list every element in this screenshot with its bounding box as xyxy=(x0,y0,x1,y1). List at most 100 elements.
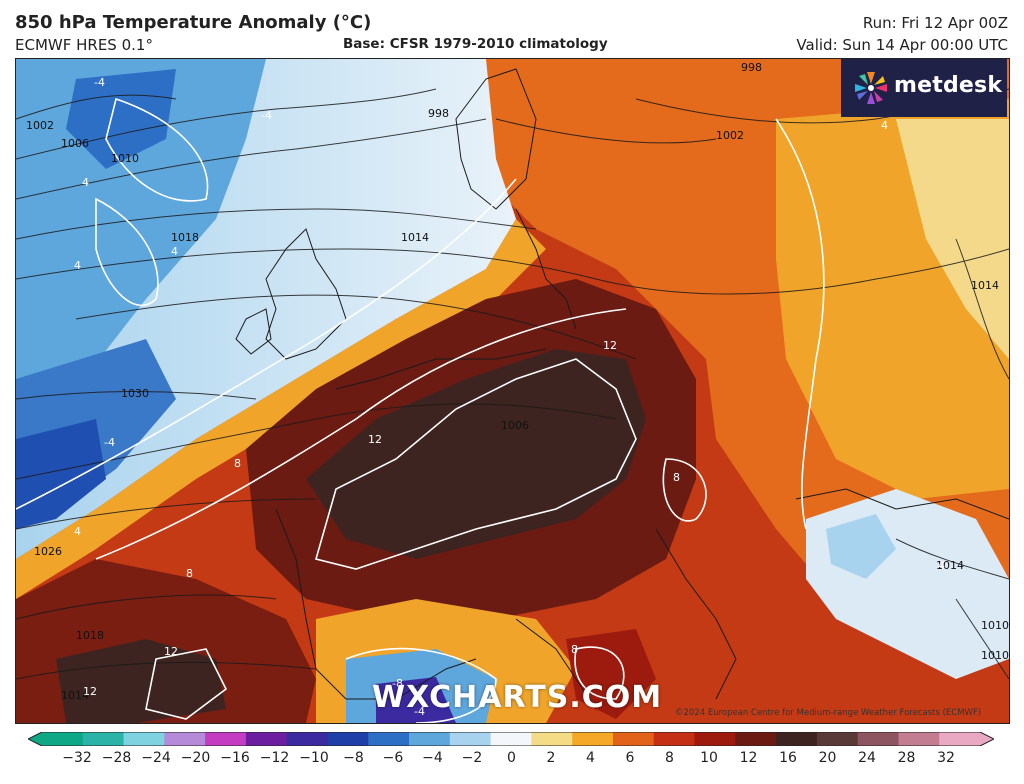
colorbar-segment xyxy=(612,732,655,746)
cold-anomaly-deep-north xyxy=(66,69,176,169)
anomaly-label: 8 xyxy=(234,457,241,470)
isobar-label: 1026 xyxy=(34,545,62,558)
colorbar-tick-label: −12 xyxy=(259,750,290,766)
colorbar-segment xyxy=(42,732,84,746)
anomaly-map-svg: 1002 1006 1010 1018 1014 998 998 1002 10… xyxy=(16,59,1009,723)
colorbar-tick-label: 32 xyxy=(937,750,955,766)
anomaly-label: 12 xyxy=(603,339,617,352)
coastlines xyxy=(235,68,1009,710)
colorbar-segment xyxy=(939,732,981,746)
climatology-base-label: Base: CFSR 1979-2010 climatology xyxy=(343,36,608,52)
isobars xyxy=(16,88,1009,680)
colorbar-segment xyxy=(286,732,329,746)
coastline-france-spain xyxy=(275,508,477,700)
colorbar-segment xyxy=(572,732,614,746)
colorbar-tick-label: −24 xyxy=(141,750,171,766)
colorbar-tick-label: 10 xyxy=(700,750,718,766)
anomaly-contour-8 xyxy=(95,308,627,560)
anomaly-label: -4 xyxy=(104,436,115,449)
isobar xyxy=(16,208,537,240)
isobar-label: 998 xyxy=(741,61,762,74)
anomaly-contour-12-southwest xyxy=(145,648,228,720)
colorbar-tick-label: 20 xyxy=(818,750,837,766)
isobar-label: 998 xyxy=(428,107,449,120)
isobar-label: 1006 xyxy=(61,137,89,150)
isobar xyxy=(895,538,1009,580)
colorbar-tick-label: 16 xyxy=(779,750,797,766)
isobar xyxy=(16,248,1009,295)
anomaly-label: 8 xyxy=(186,567,193,580)
cold-anomaly-core-north xyxy=(16,59,266,439)
colorbar-tick-label: −6 xyxy=(382,750,404,766)
anomaly-contour-12 xyxy=(315,358,637,570)
colorbar-tick-label: −10 xyxy=(299,750,329,766)
anomaly-label: -8 xyxy=(392,677,403,690)
colorbar-segment xyxy=(490,732,532,746)
anomaly-label: 4 xyxy=(74,259,81,272)
anomaly-label: 12 xyxy=(83,685,97,698)
cold-anomaly-deep-west xyxy=(16,419,106,529)
colorbar-arrow-low xyxy=(28,732,42,746)
coastline-north-sea xyxy=(335,348,547,390)
colorbar-segment xyxy=(205,732,247,746)
anomaly-label: 4 xyxy=(82,176,89,189)
colorbar-segment xyxy=(857,732,900,746)
isobar-label: 1006 xyxy=(501,419,529,432)
coastline-black-sea xyxy=(795,488,1009,520)
colorbar-tick-label: 24 xyxy=(858,750,876,766)
colorbar-tick-label: −2 xyxy=(461,750,483,766)
isobar xyxy=(16,661,317,680)
isobar-label: 1010 xyxy=(981,619,1009,632)
colorbar-tick-label: 2 xyxy=(546,750,556,766)
pale-anomaly-area xyxy=(896,119,1009,359)
coastline-norway xyxy=(455,68,537,210)
isobar-label: 1002 xyxy=(26,119,54,132)
colorbar-segment xyxy=(653,732,696,746)
anomaly-label: 8 xyxy=(673,471,680,484)
anomaly-label: 4 xyxy=(171,245,178,258)
isobar xyxy=(16,118,487,200)
coastline-italy xyxy=(515,618,597,710)
warm-anomaly-italy-south xyxy=(566,629,656,719)
anomaly-label: 12 xyxy=(164,645,178,658)
coastline-balkans xyxy=(655,528,737,700)
colorbar-segment xyxy=(245,732,288,746)
colorbar-arrow-high xyxy=(980,732,994,746)
anomaly-label: 4 xyxy=(74,525,81,538)
coastline-ireland xyxy=(235,308,272,355)
colorbar-segment xyxy=(776,732,818,746)
colorbar-tick-label: −20 xyxy=(180,750,211,766)
colorbar-segment xyxy=(449,732,492,746)
metdesk-logo-text: metdesk xyxy=(894,73,1003,98)
isobar-label: 1010 xyxy=(111,152,139,165)
colorbar-segment xyxy=(327,732,369,746)
colorbar-segment xyxy=(164,732,206,746)
colorbar-tick-label: 4 xyxy=(586,750,595,766)
colorbar-segment xyxy=(735,732,777,746)
anomaly-contour-minus4-mediterranean xyxy=(345,647,497,723)
anomaly-contour-8-italy xyxy=(574,646,625,700)
anomaly-map[interactable]: 1002 1006 1010 1018 1014 998 998 1002 10… xyxy=(15,58,1010,724)
colorbar-tick-label: −28 xyxy=(101,750,132,766)
colorbar-segment xyxy=(82,732,125,746)
valid-time-label: Valid: Sun 14 Apr 00:00 UTC xyxy=(796,36,1008,54)
anomaly-label: -4 xyxy=(261,109,272,122)
copyright-notice: ©2024 European Centre for Medium-range W… xyxy=(675,708,982,718)
colorbar-segment xyxy=(816,732,859,746)
metdesk-pinwheel-icon xyxy=(855,72,887,104)
isobar xyxy=(16,498,317,530)
wxcharts-watermark: WXCHARTS.COM xyxy=(372,680,663,715)
colorbar-tick-label: −16 xyxy=(220,750,250,766)
colorbar-tick-label: −4 xyxy=(422,750,443,766)
chart-title: 850 hPa Temperature Anomaly (°C) xyxy=(15,12,372,33)
isobar xyxy=(75,294,637,360)
colorbar-tick-label: 0 xyxy=(507,750,516,766)
metdesk-logo[interactable]: metdesk xyxy=(841,59,1007,117)
anomaly-contour-minus4-north xyxy=(105,97,209,202)
isobar xyxy=(16,88,437,160)
anomaly-contours xyxy=(16,97,825,723)
isobar xyxy=(495,118,717,144)
anomaly-label: 4 xyxy=(881,119,888,132)
isobar-label: 1030 xyxy=(121,387,149,400)
colorbar-segment xyxy=(694,732,736,746)
